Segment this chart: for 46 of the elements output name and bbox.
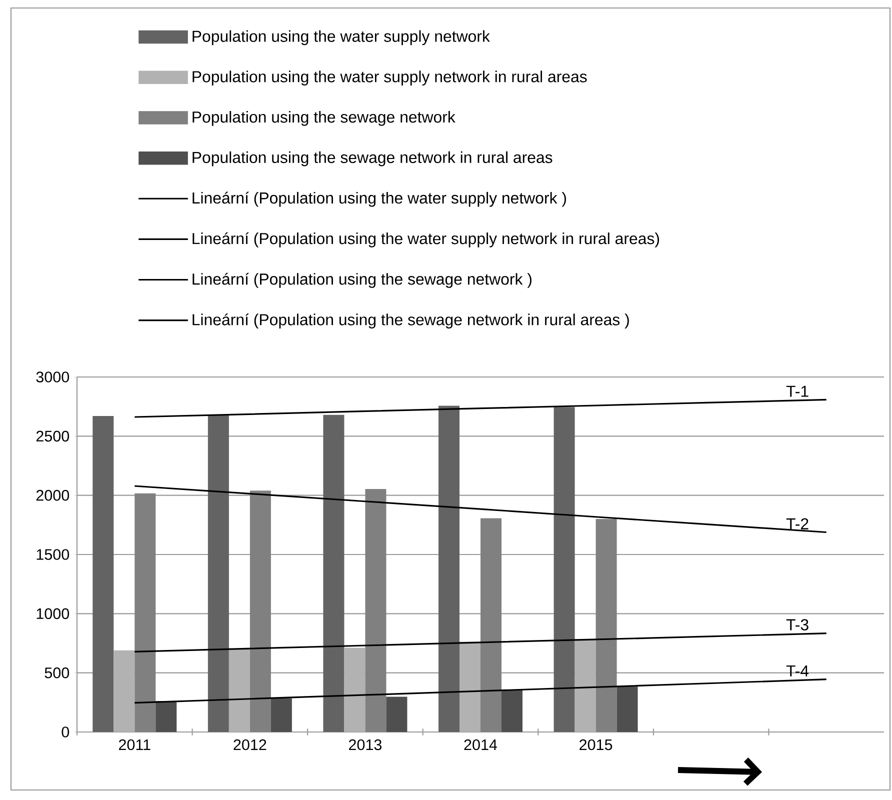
- bar: [616, 686, 638, 732]
- x-tick-label: 2013: [348, 739, 382, 750]
- bar: [228, 648, 250, 732]
- bar: [344, 648, 366, 732]
- bar: [270, 698, 292, 732]
- y-tick-label: 1000: [36, 608, 70, 620]
- y-tick-label: 500: [44, 667, 70, 678]
- annotation: T-2: [786, 518, 808, 530]
- y-tick-label: 2500: [36, 430, 70, 442]
- bar: [480, 518, 502, 732]
- bar: [323, 414, 344, 732]
- y-tick-label: 3000: [36, 372, 70, 382]
- legend-label: Population using the sewage network in rural areas: [192, 151, 552, 166]
- bar: [574, 638, 596, 732]
- line-series: [134, 398, 828, 418]
- x-tick-label: 2011: [118, 739, 150, 750]
- annotation: T-4: [786, 665, 809, 676]
- bar: [438, 406, 460, 732]
- bar: [459, 642, 480, 732]
- annotation: T-1: [786, 386, 808, 397]
- legend-label: Lineární (Population using the sewage network in rural areas ): [192, 313, 629, 328]
- y-tick-label: 1500: [36, 549, 70, 560]
- x-tick-label: 2012: [234, 739, 266, 750]
- bar: [208, 414, 229, 732]
- bar: [114, 650, 135, 732]
- y-tick-label: 0: [62, 726, 70, 738]
- bar: [250, 490, 271, 732]
- bar: [134, 493, 156, 732]
- legend-label: Lineární (Population using the water supply network in rural areas): [192, 232, 660, 248]
- bar: [596, 519, 617, 732]
- legend-label: Population using the water supply network in rural areas: [192, 70, 587, 86]
- x-tick-label: 2014: [464, 739, 498, 750]
- y-tick-label: 2000: [36, 490, 70, 501]
- bar: [156, 700, 177, 732]
- bar: [386, 696, 408, 732]
- legend-label: Lineární (Population using the sewage network ): [192, 272, 532, 288]
- legend-label: Lineární (Population using the water supply network ): [192, 192, 566, 207]
- bar: [501, 690, 522, 732]
- legend-label: Population using the sewage network: [192, 111, 456, 126]
- x-tick-label: 2015: [580, 739, 612, 750]
- annotation: T-3: [786, 619, 808, 630]
- bar: [554, 407, 575, 732]
- line-series: [134, 485, 828, 534]
- legend-label: Population using the water supply network: [192, 30, 490, 46]
- bar: [365, 488, 386, 732]
- bar: [92, 416, 114, 732]
